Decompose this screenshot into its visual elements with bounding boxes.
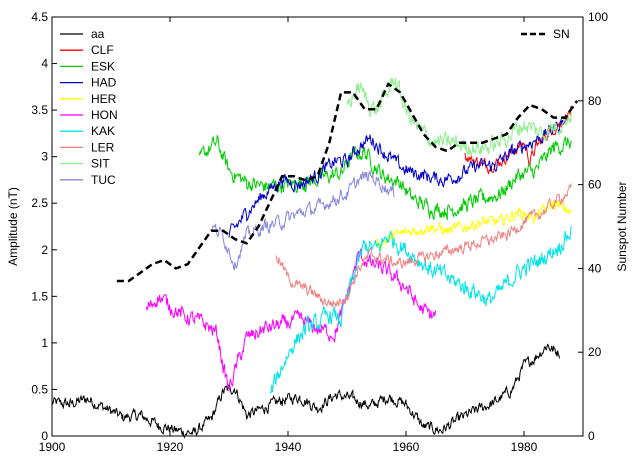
y2-tick-label: 40 [588, 261, 602, 275]
legend-label-sit: SIT [91, 157, 110, 171]
y2-tick-label: 20 [588, 345, 602, 359]
series-line-esk [199, 134, 572, 221]
legend-label-clf: CLF [91, 43, 114, 57]
legend-label-her: HER [91, 92, 117, 106]
x-tick-label: 1940 [275, 440, 302, 454]
y-tick-label: 3.5 [31, 103, 48, 117]
series-line-sn [116, 82, 579, 283]
y-tick-label: 3 [41, 150, 48, 164]
legend-right: SN [521, 27, 570, 41]
legend-label-sn: SN [553, 27, 570, 41]
axes-layer: 1900 1920 1940 1960 1980 0 0.5 1 1.5 2 2.5 3 3.5 4 4.5… [31, 10, 608, 454]
series-line-kak [269, 225, 572, 394]
x-tick-label: 1960 [393, 440, 420, 454]
y-tick-label: 2 [41, 243, 48, 257]
legend-label-tuc: TUC [91, 173, 116, 187]
legend-label-aa: aa [91, 27, 105, 41]
x-tick-label: 1980 [511, 440, 538, 454]
y-tick-label: 0 [41, 429, 48, 443]
y-tick-label: 4 [41, 57, 48, 71]
y2-tick-label: 100 [588, 10, 608, 24]
series-line-hon [145, 248, 436, 392]
legend-label-hon: HON [91, 108, 118, 122]
y-tick-label: 1.5 [31, 289, 48, 303]
series-line-ler [275, 183, 572, 308]
series-line-had [228, 116, 566, 238]
plot-frame [51, 16, 584, 437]
legend-label-ler: LER [91, 140, 115, 154]
y2-tick-label: 60 [588, 178, 602, 192]
y2-tick-label: 80 [588, 94, 602, 108]
y-tick-label: 1 [41, 336, 48, 350]
series-line-tuc [211, 170, 395, 271]
legend-label-esk: ESK [91, 59, 115, 73]
legend-label-had: HAD [91, 76, 117, 90]
y-tick-label: 4.5 [31, 10, 48, 24]
y2-axis-label: Sunspot Number [615, 181, 629, 271]
series-line-clf [464, 105, 572, 175]
legend-left: aa CLF ESK HAD HER HON KAK LER SIT TUC [60, 27, 118, 187]
series-line-aa [51, 343, 560, 439]
y-axis-label: Amplitude (nT) [6, 187, 20, 266]
y-tick-label: 0.5 [31, 382, 48, 396]
series-line-her [376, 199, 572, 250]
series-layer [51, 77, 579, 439]
y-tick-label: 2.5 [31, 196, 48, 210]
x-tick-label: 1900 [39, 440, 66, 454]
x-tick-label: 1920 [157, 440, 184, 454]
legend-label-kak: KAK [91, 124, 115, 138]
y2-tick-label: 0 [588, 429, 595, 443]
